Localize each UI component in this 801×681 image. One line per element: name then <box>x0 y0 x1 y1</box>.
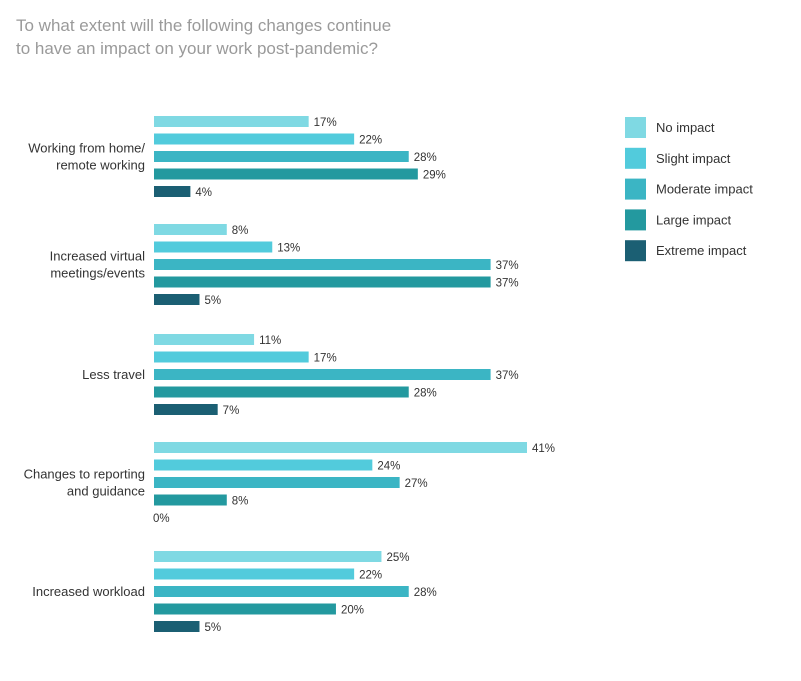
data-label: 17% <box>314 117 337 129</box>
legend-swatch <box>625 117 646 138</box>
bar <box>154 276 491 288</box>
bar <box>154 259 491 270</box>
data-label: 20% <box>341 605 364 617</box>
category-label: Changes to reporting and guidance <box>24 467 145 499</box>
bar <box>154 568 355 580</box>
category-label-line: Increased workload <box>32 584 145 599</box>
bar <box>154 551 382 562</box>
data-label: 8% <box>232 496 249 508</box>
category-label-line: Less travel <box>82 367 145 382</box>
bar <box>154 586 409 597</box>
data-label: 29% <box>423 170 446 182</box>
data-label: 27% <box>405 478 428 490</box>
category-label: Working from home/remote working <box>28 141 145 173</box>
category-label-line: and guidance <box>67 484 145 499</box>
legend-label: No impact <box>656 120 715 135</box>
bar <box>154 241 273 253</box>
legend-label: Moderate impact <box>656 182 753 197</box>
bar <box>154 386 409 398</box>
data-label: 17% <box>314 353 337 365</box>
data-label: 22% <box>359 570 382 582</box>
data-label: 22% <box>359 135 382 147</box>
legend-label: Large impact <box>656 212 732 227</box>
bar <box>154 369 491 380</box>
data-label: 24% <box>377 461 400 473</box>
data-label: 8% <box>232 225 249 237</box>
legend-swatch <box>625 147 646 169</box>
data-label: 7% <box>223 405 240 417</box>
data-label: 28% <box>414 152 437 164</box>
legend-swatch <box>625 178 646 200</box>
data-label: 41% <box>532 443 555 455</box>
legend-swatch <box>625 209 646 231</box>
data-label: 37% <box>496 278 519 290</box>
data-label: 28% <box>414 388 437 400</box>
data-label: 5% <box>204 295 221 307</box>
data-label: 37% <box>496 260 519 272</box>
chart-title-line-2: to have an impact on your work post-pand… <box>16 39 378 58</box>
chart-title: To what extent will the following change… <box>16 14 486 60</box>
bar <box>154 334 255 345</box>
bar <box>154 404 218 415</box>
bar <box>154 351 309 363</box>
data-label: 5% <box>204 622 221 634</box>
category-label-line: remote working <box>56 158 145 173</box>
data-label: 11% <box>259 335 281 347</box>
category-label: Less travel <box>82 367 145 382</box>
bar <box>154 116 309 127</box>
data-label: 28% <box>414 587 437 599</box>
category-label-line: Changes to reporting <box>24 467 145 482</box>
legend-swatch <box>625 240 646 262</box>
bar <box>154 459 373 471</box>
data-label: 37% <box>496 370 519 382</box>
bar <box>154 442 527 453</box>
bar <box>154 224 227 235</box>
data-label: 4% <box>195 187 212 199</box>
bar <box>154 477 400 488</box>
category-label-line: Working from home/ <box>28 141 145 156</box>
bar <box>154 294 200 305</box>
data-label: 13% <box>277 243 300 255</box>
bar <box>154 151 409 162</box>
data-label: 25% <box>386 552 409 564</box>
category-label-line: Increased virtual <box>50 249 145 264</box>
legend-label: Extreme impact <box>656 243 747 258</box>
bar <box>154 186 191 197</box>
bar <box>154 603 336 615</box>
chart-title-line-1: To what extent will the following change… <box>16 16 392 35</box>
category-label: Increased virtual meetings/events <box>50 249 146 281</box>
legend-label: Slight impact <box>656 151 731 166</box>
data-label: 0% <box>153 513 170 525</box>
bar <box>154 168 418 180</box>
category-label-line: meetings/events <box>50 266 145 281</box>
bar <box>154 133 355 145</box>
category-label: Increased workload <box>32 584 145 599</box>
bar <box>154 621 200 632</box>
bar <box>154 494 227 506</box>
